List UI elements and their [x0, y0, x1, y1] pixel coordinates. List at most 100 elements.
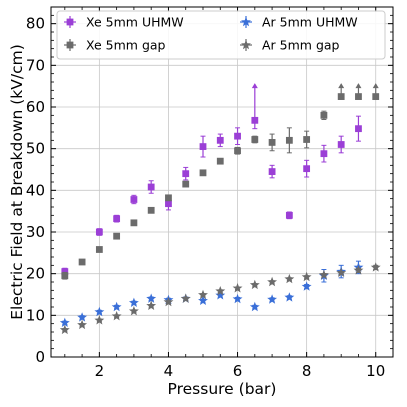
x-tick-label: 8 [302, 362, 312, 380]
data-point [251, 116, 259, 124]
data-point [285, 211, 293, 219]
legend-label: Ar 5mm gap [262, 38, 340, 53]
data-point [59, 317, 70, 328]
data-point [61, 268, 69, 275]
lower-limit-arrow [372, 83, 379, 89]
data-point [146, 293, 157, 303]
data-point [303, 136, 311, 143]
data-point [234, 147, 241, 155]
y-axis-label: Electric Field at Breakdown (kV/cm) [8, 44, 26, 320]
data-point [301, 281, 312, 291]
data-point [232, 283, 243, 293]
data-point [232, 293, 243, 304]
data-point [61, 272, 69, 280]
legend-marker [66, 18, 74, 26]
lower-limit-arrow [251, 83, 258, 89]
series-0 [61, 83, 362, 276]
data-point [301, 271, 312, 282]
data-point [251, 136, 259, 143]
y-tick-label: 10 [26, 306, 45, 324]
data-point [336, 267, 347, 278]
axes: 2 4 6 8 10 0 10 20 30 40 50 60 70 80 [26, 6, 394, 380]
data-point [199, 169, 207, 177]
y-tick-label: 50 [26, 140, 45, 158]
data-point [198, 295, 208, 305]
data-point [353, 265, 364, 275]
y-tick-label: 30 [26, 223, 45, 241]
series-1 [61, 83, 380, 280]
legend-label: Ar 5mm UHMW [262, 15, 358, 30]
data-point [165, 194, 172, 202]
x-tick-label: 10 [366, 362, 385, 380]
lower-limit-arrow [355, 83, 362, 89]
data-point [303, 165, 311, 173]
data-point [320, 111, 328, 119]
data-point [113, 232, 121, 240]
data-point [95, 228, 103, 236]
data-point [267, 276, 278, 287]
data-point [163, 296, 174, 307]
data-point [165, 200, 172, 208]
y-tick-label: 60 [26, 98, 45, 116]
data-point [318, 269, 329, 280]
data-point [284, 273, 295, 284]
data-point [94, 306, 105, 317]
data-point [146, 300, 157, 310]
data-point [94, 315, 105, 325]
data-point [147, 183, 155, 191]
data-point [234, 132, 241, 140]
legend-label: Xe 5mm UHMW [86, 15, 184, 30]
data-point [130, 219, 138, 227]
data-point [285, 136, 293, 144]
data-point [355, 93, 362, 100]
data-point [128, 305, 139, 316]
legend: Xe 5mm UHMW Xe 5mm gap Ar 5mm UHMW Ar 5mm g… [56, 10, 386, 60]
data-point [95, 246, 103, 253]
lower-limit-arrow [338, 83, 345, 89]
y-tick-label: 20 [26, 265, 45, 283]
data-point [337, 141, 345, 148]
y-tick-label: 70 [26, 56, 45, 74]
data-point [355, 125, 362, 133]
data-point [182, 180, 190, 188]
data-point [147, 206, 155, 214]
legend-marker [66, 41, 74, 49]
legend-box [56, 10, 386, 60]
y-tick-label: 0 [35, 348, 45, 366]
x-tick-label: 2 [95, 362, 105, 380]
data-point [198, 289, 208, 300]
series-3 [59, 262, 381, 335]
y-tick-label: 40 [26, 181, 45, 199]
data-point [111, 301, 122, 312]
legend-marker [241, 39, 251, 50]
data-point [370, 262, 381, 272]
data-point [111, 310, 122, 321]
data-point [182, 170, 190, 178]
data-point [267, 294, 278, 304]
legend-label: Xe 5mm gap [86, 38, 166, 53]
data-point [130, 196, 138, 203]
data-point [372, 93, 380, 100]
data-point [284, 292, 295, 302]
legend-marker [241, 16, 251, 27]
data-point [199, 143, 207, 150]
data-point [216, 157, 224, 165]
data-point [249, 279, 260, 290]
y-tick-label: 80 [26, 15, 45, 33]
data-point [216, 136, 224, 144]
data-point [78, 258, 86, 266]
x-tick-label: 4 [164, 362, 174, 380]
data-point [215, 290, 226, 300]
data-point [128, 297, 139, 308]
data-point [215, 285, 226, 296]
data-point [268, 168, 276, 175]
data-point [59, 324, 70, 335]
data-point [180, 293, 191, 303]
x-tick-label: 6 [233, 362, 243, 380]
data-point [249, 301, 260, 312]
data-point [268, 139, 276, 146]
x-axis-label: Pressure (bar) [168, 380, 277, 398]
data-point [320, 150, 328, 158]
